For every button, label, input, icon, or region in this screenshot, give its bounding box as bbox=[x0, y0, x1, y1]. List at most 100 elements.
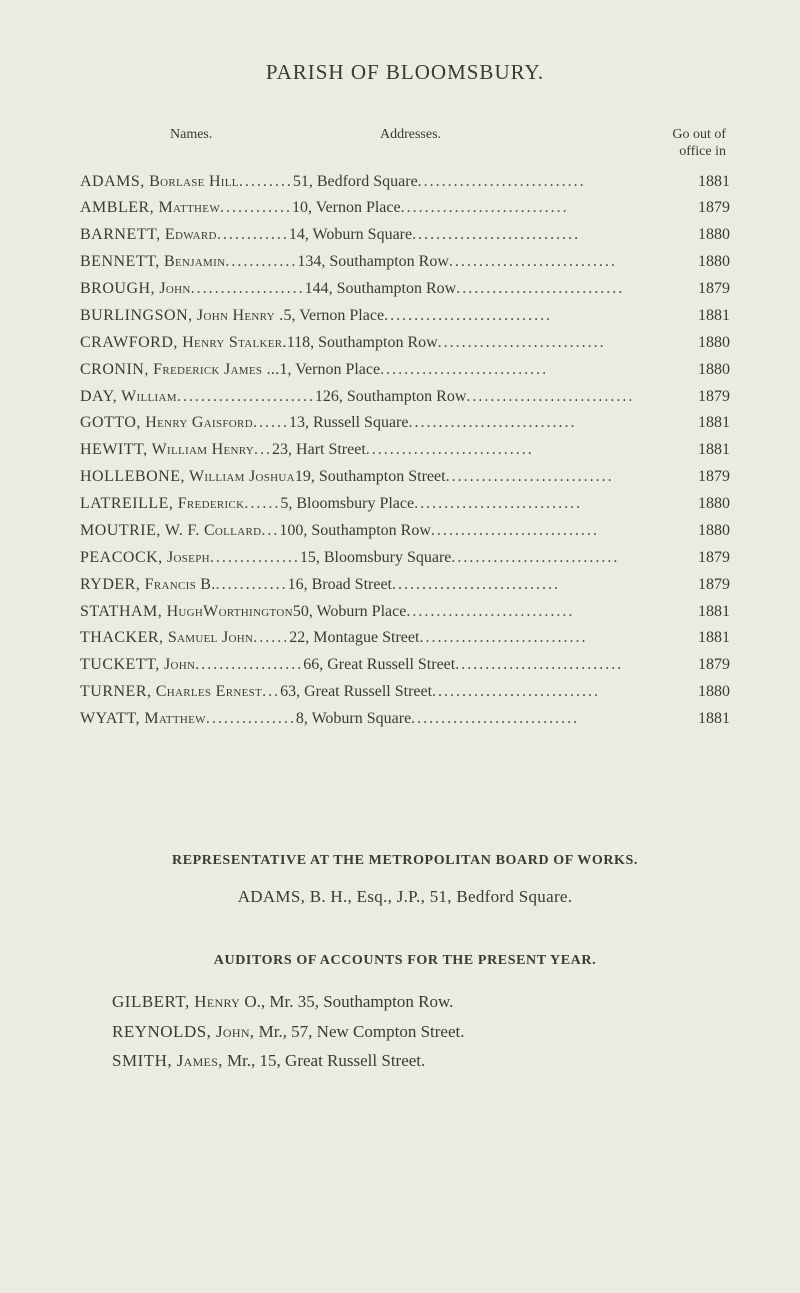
entry-given: John bbox=[160, 656, 196, 673]
leader-dots: ............................ bbox=[384, 303, 682, 330]
entry-given: Matthew bbox=[140, 710, 206, 727]
entry-row: ADAMS, Borlase Hill ......... 51, Bedfor… bbox=[80, 169, 730, 196]
entry-year: 1879 bbox=[682, 545, 730, 572]
entry-address: 50, Woburn Place bbox=[293, 599, 407, 626]
entry-given: William Henry bbox=[148, 441, 254, 458]
leader-dots: ............................ bbox=[408, 410, 682, 437]
entry-name: BURLINGSON, John Henry . bbox=[80, 303, 283, 330]
leader-dots: ............................ bbox=[412, 222, 682, 249]
leader-dots: ......... bbox=[239, 169, 293, 196]
entry-row: AMBLER, Matthew ............ 10, Vernon … bbox=[80, 195, 730, 222]
entry-year: 1880 bbox=[682, 222, 730, 249]
entry-row: BARNETT, Edward ............ 14, Woburn … bbox=[80, 222, 730, 249]
entry-name: RYDER, Francis B. bbox=[80, 572, 216, 599]
entry-year: 1879 bbox=[682, 384, 730, 411]
entry-year: 1880 bbox=[682, 249, 730, 276]
auditor-rest: O., Mr. 35, Southampton Row. bbox=[240, 992, 453, 1011]
entry-surname: BURLINGSON, bbox=[80, 307, 193, 324]
entry-year: 1879 bbox=[682, 652, 730, 679]
entry-name: AMBLER, Matthew bbox=[80, 195, 220, 222]
entry-name: HOLLEBONE, William Joshua bbox=[80, 464, 295, 491]
entry-year: 1881 bbox=[682, 625, 730, 652]
entry-address: 5, Vernon Place bbox=[283, 303, 384, 330]
entry-given: Matthew bbox=[154, 199, 220, 216]
leader-dots: ............................ bbox=[366, 437, 682, 464]
leader-dots: ............................ bbox=[411, 706, 682, 733]
entry-row: BURLINGSON, John Henry . 5, Vernon Place… bbox=[80, 303, 730, 330]
leader-dots: .................. bbox=[195, 652, 303, 679]
leader-dots: ...... bbox=[253, 410, 289, 437]
entry-row: GOTTO, Henry Gaisford ...... 13, Russell… bbox=[80, 410, 730, 437]
auditors-list: GILBERT, Henry O., Mr. 35, Southampton R… bbox=[80, 987, 730, 1076]
auditor-line: SMITH, James, Mr., 15, Great Russell Str… bbox=[80, 1046, 730, 1076]
entry-address: 8, Woburn Square bbox=[296, 706, 411, 733]
leader-dots: ............ bbox=[225, 249, 297, 276]
entry-name: DAY, William bbox=[80, 384, 177, 411]
entry-address: 14, Woburn Square bbox=[289, 222, 412, 249]
leader-dots: ............................ bbox=[431, 518, 682, 545]
entry-given: Frederick James ... bbox=[149, 361, 280, 378]
entry-name: TUCKETT, John bbox=[80, 652, 195, 679]
entry-surname: PEACOCK, bbox=[80, 549, 163, 566]
auditor-surname: SMITH, bbox=[112, 1051, 172, 1070]
entry-surname: BARNETT, bbox=[80, 226, 161, 243]
entry-row: MOUTRIE, W. F. Collard ... 100, Southamp… bbox=[80, 518, 730, 545]
entry-surname: BENNETT, bbox=[80, 253, 160, 270]
entry-given: W. F. Collard bbox=[161, 522, 261, 539]
entry-given: John bbox=[155, 280, 191, 297]
entry-name: GOTTO, Henry Gaisford bbox=[80, 410, 253, 437]
entry-row: RYDER, Francis B. ............ 16, Broad… bbox=[80, 572, 730, 599]
header-addresses: Addresses. bbox=[320, 127, 600, 161]
entry-surname: MOUTRIE, bbox=[80, 522, 161, 539]
representative-heading: REPRESENTATIVE AT THE METROPOLITAN BOARD… bbox=[80, 853, 730, 869]
leader-dots: ............ bbox=[216, 572, 288, 599]
entry-name: WYATT, Matthew bbox=[80, 706, 206, 733]
entry-name: THACKER, Samuel John bbox=[80, 625, 253, 652]
entry-year: 1881 bbox=[682, 303, 730, 330]
entry-address: 13, Russell Square bbox=[289, 410, 409, 437]
entry-given: Frederick bbox=[173, 495, 244, 512]
leader-dots: ............................ bbox=[449, 249, 682, 276]
entry-surname: CRAWFORD, bbox=[80, 334, 178, 351]
entry-surname: TUCKETT, bbox=[80, 656, 160, 673]
auditor-line: REYNOLDS, John, Mr., 57, New Compton Str… bbox=[80, 1017, 730, 1047]
entry-year: 1879 bbox=[682, 195, 730, 222]
entry-address: 15, Bloomsbury Square bbox=[300, 545, 452, 572]
entry-name: STATHAM, HughWorthington bbox=[80, 599, 293, 626]
entry-address: 118, Southampton Row bbox=[287, 330, 438, 357]
auditor-given: John, bbox=[211, 1022, 254, 1041]
leader-dots: ............................ bbox=[419, 625, 682, 652]
leader-dots: ............................ bbox=[392, 572, 682, 599]
entry-year: 1881 bbox=[682, 706, 730, 733]
leader-dots: ............................ bbox=[432, 679, 682, 706]
leader-dots: ............................ bbox=[414, 491, 682, 518]
entry-given: John Henry . bbox=[193, 307, 284, 324]
entry-row: TURNER, Charles Ernest ... 63, Great Rus… bbox=[80, 679, 730, 706]
leader-dots: ............................ bbox=[401, 195, 682, 222]
leader-dots: ............ bbox=[220, 195, 292, 222]
entry-address: 19, Southampton Street bbox=[295, 464, 446, 491]
entry-surname: THACKER, bbox=[80, 629, 164, 646]
entry-given: Borlase Hill bbox=[145, 173, 239, 190]
entry-year: 1880 bbox=[682, 491, 730, 518]
entry-address: 1, Vernon Place bbox=[280, 357, 381, 384]
leader-dots: ............................ bbox=[446, 464, 682, 491]
entry-surname: WYATT, bbox=[80, 710, 140, 727]
header-goout: Go out of office in bbox=[600, 127, 730, 161]
entry-row: LATREILLE, Frederick ...... 5, Bloomsbur… bbox=[80, 491, 730, 518]
representative-section: REPRESENTATIVE AT THE METROPOLITAN BOARD… bbox=[80, 853, 730, 907]
leader-dots: ............................ bbox=[455, 652, 682, 679]
auditor-rest: Mr., 15, Great Russell Street. bbox=[223, 1051, 426, 1070]
leader-dots: ....................... bbox=[177, 384, 315, 411]
header-names: Names. bbox=[80, 127, 320, 161]
leader-dots: ...... bbox=[244, 491, 280, 518]
entry-name: BROUGH, John bbox=[80, 276, 191, 303]
entry-given: HughWorthington bbox=[162, 603, 293, 620]
entry-given: Samuel John bbox=[164, 629, 254, 646]
entry-row: HOLLEBONE, William Joshua 19, Southampto… bbox=[80, 464, 730, 491]
entry-given: Benjamin bbox=[160, 253, 226, 270]
entry-name: CRAWFORD, Henry Stalker. bbox=[80, 330, 287, 357]
entry-surname: STATHAM, bbox=[80, 603, 162, 620]
auditor-given: James, bbox=[172, 1051, 223, 1070]
entry-year: 1880 bbox=[682, 330, 730, 357]
